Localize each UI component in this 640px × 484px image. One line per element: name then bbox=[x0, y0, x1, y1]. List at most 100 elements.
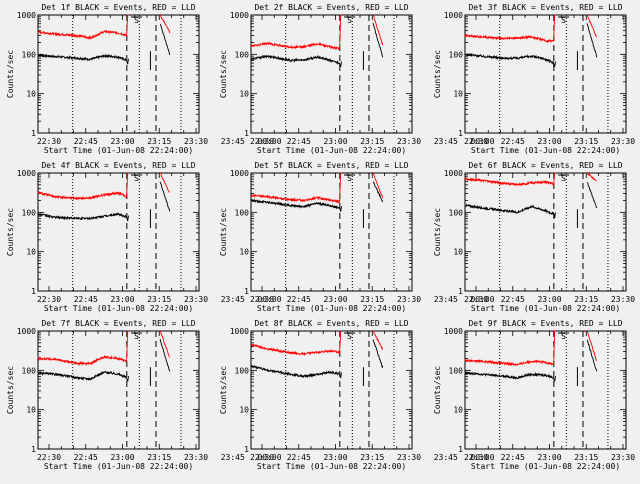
x-tick-label: 22:30 bbox=[37, 295, 61, 304]
y-tick-label: 100 bbox=[22, 366, 37, 375]
y-axis: 1 10 100 1000 Counts/sec bbox=[6, 11, 199, 138]
y-tick-label: 1000 bbox=[230, 11, 249, 20]
detector-panel: Det 8f BLACK = Events, RED = LLD11010010… bbox=[219, 319, 495, 471]
y-axis: 1 10 100 1000 Counts/sec bbox=[219, 327, 412, 454]
x-tick-label: 23:00 bbox=[323, 295, 347, 304]
y-axis: 1 10 100 1000 Counts/sec bbox=[219, 11, 412, 138]
detector-panel: Det 1f BLACK = Events, RED = LLD 1 10 100 10… bbox=[6, 3, 282, 155]
y-axis-label: Counts/sec bbox=[219, 208, 228, 256]
x-tick-label: 23:00 bbox=[110, 453, 134, 462]
y-axis-label: Counts/sec bbox=[219, 366, 228, 414]
plot-frame bbox=[37, 330, 200, 450]
detector-panel: Det 3f BLACK = Events, RED = LLD 1 10 100 10… bbox=[433, 3, 635, 155]
y-tick-label: 1 bbox=[31, 129, 36, 138]
events-series-line bbox=[37, 53, 129, 65]
x-tick-label: 23:30 bbox=[184, 295, 208, 304]
lld-series-line bbox=[250, 330, 342, 357]
y-tick-label: 100 bbox=[22, 208, 37, 217]
x-axis-label: Start Time (01-Jun-08 22:24:00) bbox=[257, 146, 406, 155]
y-tick-label: 1 bbox=[244, 129, 249, 138]
x-axis-label: Start Time (01-Jun-08 22:24:00) bbox=[44, 462, 193, 471]
x-axis-label: Start Time (01-Jun-08 22:24:00) bbox=[44, 146, 193, 155]
x-tick-label: 23:45 bbox=[221, 453, 245, 462]
x-tick-label: 00:00 bbox=[470, 453, 494, 462]
x-tick-label: 22:30 bbox=[250, 295, 274, 304]
events-series-line bbox=[372, 339, 384, 368]
events-series-line bbox=[586, 23, 598, 58]
x-tick-label: 23:30 bbox=[611, 137, 635, 146]
x-axis-label: Start Time (01-Jun-08 22:24:00) bbox=[257, 304, 406, 313]
x-tick-label: 23:30 bbox=[611, 453, 635, 462]
y-tick-label: 1 bbox=[31, 287, 36, 296]
x-tick-label: 23:30 bbox=[397, 137, 421, 146]
y-axis: 1 10 100 1000 Counts/sec bbox=[433, 11, 626, 138]
x-tick-label: 00:00 bbox=[470, 295, 494, 304]
x-tick-label: 23:15 bbox=[360, 295, 384, 304]
lld-series-line bbox=[159, 172, 170, 193]
x-tick-label: 23:15 bbox=[574, 453, 598, 462]
x-tick-label: 23:45 bbox=[221, 137, 245, 146]
y-axis-label: Counts/sec bbox=[6, 50, 15, 98]
events-series-line bbox=[586, 339, 598, 372]
y-axis: 1 10 100 1000 Counts/sec bbox=[6, 169, 199, 296]
detector-panel: Det 4f BLACK = Events, RED = LLD11010010… bbox=[6, 161, 282, 313]
y-tick-label: 10 bbox=[26, 406, 36, 415]
y-tick-label: 100 bbox=[235, 50, 250, 59]
plot-frame bbox=[250, 330, 413, 450]
events-series-line bbox=[464, 52, 556, 68]
y-tick-label: 1000 bbox=[444, 11, 463, 20]
x-tick-label: 23:45 bbox=[221, 295, 245, 304]
y-axis-label: Counts/sec bbox=[6, 366, 15, 414]
events-series-line bbox=[250, 54, 342, 68]
x-tick-label: 23:30 bbox=[397, 295, 421, 304]
panel-title: Det 1f BLACK = Events, RED = LLD bbox=[41, 3, 195, 12]
y-tick-label: 1000 bbox=[17, 327, 36, 336]
x-axis-label: Start Time (01-Jun-08 22:24:00) bbox=[471, 146, 620, 155]
x-tick-label: 22:30 bbox=[37, 453, 61, 462]
x-tick-label: 23:00 bbox=[323, 453, 347, 462]
saa-marker: S bbox=[134, 16, 139, 25]
x-tick-label: 22:45 bbox=[287, 137, 311, 146]
x-tick-label: 23:00 bbox=[323, 137, 347, 146]
x-tick-label: 23:00 bbox=[110, 295, 134, 304]
y-tick-label: 100 bbox=[235, 366, 250, 375]
saa-marker: S bbox=[561, 174, 566, 183]
y-tick-label: 1 bbox=[458, 129, 463, 138]
saa-marker: S bbox=[561, 332, 566, 341]
detector-panel: Det 5f BLACK = Events, RED = LLD11010010… bbox=[219, 161, 495, 313]
panel-title: Det 4f BLACK = Events, RED = LLD bbox=[41, 161, 195, 170]
x-tick-label: 23:45 bbox=[434, 453, 458, 462]
detector-panel: Det 7f BLACK = Events, RED = LLD11010010… bbox=[6, 319, 282, 471]
plot-frame bbox=[464, 330, 627, 450]
lld-series-line bbox=[372, 330, 384, 350]
x-tick-label: 23:00 bbox=[537, 137, 561, 146]
x-tick-label: 22:30 bbox=[464, 137, 488, 146]
y-tick-label: 100 bbox=[22, 50, 37, 59]
y-tick-label: 100 bbox=[449, 208, 464, 217]
panel-title: Det 7f BLACK = Events, RED = LLD bbox=[41, 319, 195, 328]
y-tick-label: 10 bbox=[239, 406, 249, 415]
events-series-line bbox=[464, 203, 556, 219]
y-tick-label: 10 bbox=[239, 248, 249, 257]
y-axis-label: Counts/sec bbox=[433, 50, 442, 98]
events-series-line bbox=[159, 338, 171, 372]
events-series-line bbox=[373, 181, 384, 203]
x-axis-label: Start Time (01-Jun-08 22:24:00) bbox=[471, 462, 620, 471]
lld-series-line bbox=[37, 172, 129, 201]
y-tick-label: 1000 bbox=[230, 327, 249, 336]
y-tick-label: 10 bbox=[26, 90, 36, 99]
x-axis: 22:3022:4523:0023:1523:3023:4500:00Start… bbox=[464, 331, 635, 471]
events-series-line bbox=[160, 23, 171, 56]
y-tick-label: 1000 bbox=[444, 169, 463, 178]
x-tick-label: 23:15 bbox=[147, 453, 171, 462]
x-tick-label: 23:00 bbox=[537, 453, 561, 462]
x-tick-label: 23:15 bbox=[147, 137, 171, 146]
panel-title: Det 2f BLACK = Events, RED = LLD bbox=[254, 3, 408, 12]
lld-series-line bbox=[372, 172, 384, 199]
events-series-line bbox=[372, 22, 384, 58]
saa-marker: S bbox=[134, 332, 139, 341]
x-tick-label: 22:30 bbox=[37, 137, 61, 146]
y-tick-label: 1 bbox=[458, 445, 463, 454]
lld-series-line bbox=[586, 14, 598, 38]
